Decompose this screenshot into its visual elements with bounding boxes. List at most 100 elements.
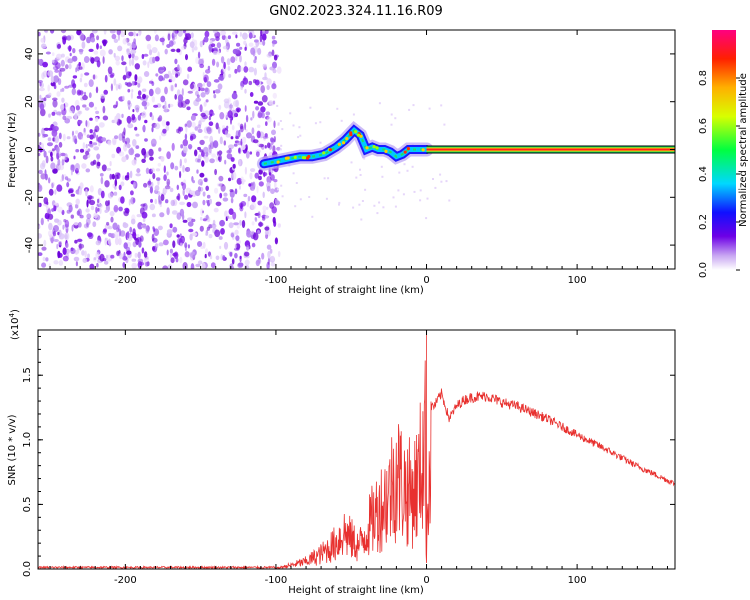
noise-blob <box>137 114 142 121</box>
noise-blob <box>163 165 166 173</box>
noise-blob <box>219 219 226 227</box>
noise-blob <box>250 168 256 173</box>
noise-blob <box>223 61 226 70</box>
noise-blob <box>130 197 135 205</box>
noise-blob <box>122 74 127 81</box>
snr-ticks: -200 -100 0 100 0.0 0.5 1.0 1.5 <box>22 330 675 586</box>
noise-blob <box>131 52 135 59</box>
noise-blob <box>86 36 91 44</box>
noise-blob <box>274 181 277 189</box>
snr-panel: -200 -100 0 100 0.0 0.5 1.0 1.5 Height of strai… <box>7 309 676 596</box>
noise-blob <box>120 181 125 187</box>
noise-blob <box>195 86 199 91</box>
noise-blob <box>52 168 58 174</box>
signal-hot-spot <box>322 151 326 155</box>
noise-blob <box>64 176 69 181</box>
noise-blob <box>56 53 62 60</box>
noise-blob <box>87 253 90 259</box>
noise-blob <box>147 61 150 69</box>
noise-blob <box>203 177 208 183</box>
noise-blob <box>81 163 87 169</box>
noise-blob <box>149 112 153 118</box>
noise-blob <box>51 52 55 56</box>
noise-blob <box>151 96 155 103</box>
noise-blob <box>183 145 188 154</box>
speckle <box>292 124 295 127</box>
noise-blob <box>166 44 171 48</box>
noise-blob <box>220 228 225 235</box>
speckle <box>419 199 422 202</box>
noise-blob <box>152 226 155 230</box>
speckle <box>281 128 284 131</box>
noise-blob <box>228 222 234 229</box>
noise-blob <box>50 151 53 158</box>
noise-blob <box>271 35 276 40</box>
noise-blob <box>126 172 130 177</box>
noise-blob <box>144 119 148 124</box>
speckle <box>378 201 381 204</box>
noise-blob <box>250 185 256 192</box>
noise-blob <box>114 237 119 246</box>
x-tick-label: 0 <box>423 575 429 586</box>
noise-blob <box>182 165 185 173</box>
noise-blob <box>111 119 116 124</box>
noise-blob <box>210 223 217 229</box>
noise-blob <box>159 212 165 218</box>
noise-blob <box>172 69 176 76</box>
noise-blob <box>113 206 119 212</box>
noise-blob <box>141 211 148 219</box>
noise-blob <box>241 181 245 185</box>
noise-blob <box>216 61 220 68</box>
noise-blob <box>77 90 84 95</box>
noise-blob <box>83 131 87 136</box>
noise-blob <box>58 233 65 240</box>
noise-blob <box>212 140 219 149</box>
noise-blob <box>60 179 63 183</box>
speckle <box>440 180 443 183</box>
noise-blob <box>199 63 205 69</box>
noise-blob <box>170 199 176 207</box>
signal-hot-spot <box>276 160 280 164</box>
noise-blob <box>170 162 175 170</box>
noise-blob <box>235 99 240 108</box>
noise-blob <box>189 41 195 48</box>
noise-blob <box>197 241 203 247</box>
noise-blob <box>64 118 71 124</box>
noise-blob <box>181 88 184 96</box>
noise-blob <box>68 45 72 52</box>
noise-blob <box>227 35 231 40</box>
noise-blob <box>71 224 74 232</box>
x-tick-label: 100 <box>568 575 587 586</box>
noise-blob <box>53 260 59 265</box>
noise-blob <box>260 85 266 94</box>
noise-blob <box>114 185 117 190</box>
noise-blob <box>236 42 241 47</box>
noise-blob <box>163 187 168 194</box>
speckle <box>445 180 448 183</box>
noise-blob <box>43 133 49 138</box>
noise-blob <box>190 252 196 259</box>
noise-blob <box>47 208 51 216</box>
noise-blob <box>265 233 269 239</box>
noise-blob <box>82 258 88 263</box>
noise-blob <box>95 251 100 259</box>
noise-blob <box>234 68 238 74</box>
noise-blob <box>107 140 112 146</box>
noise-blob <box>59 67 66 72</box>
noise-blob <box>200 208 204 216</box>
noise-blob <box>141 100 147 107</box>
noise-blob <box>225 36 228 45</box>
noise-blob <box>143 251 148 258</box>
noise-blob <box>252 30 255 38</box>
noise-blob <box>255 40 260 47</box>
noise-blob <box>208 234 213 239</box>
noise-blob <box>111 173 115 180</box>
noise-blob <box>159 135 162 141</box>
noise-blob <box>204 30 210 38</box>
noise-blob <box>261 252 265 260</box>
noise-blob <box>153 228 160 236</box>
noise-blob <box>152 56 156 64</box>
noise-blob <box>87 148 91 152</box>
signal-hot-spot <box>342 141 346 145</box>
noise-blob <box>166 151 171 160</box>
